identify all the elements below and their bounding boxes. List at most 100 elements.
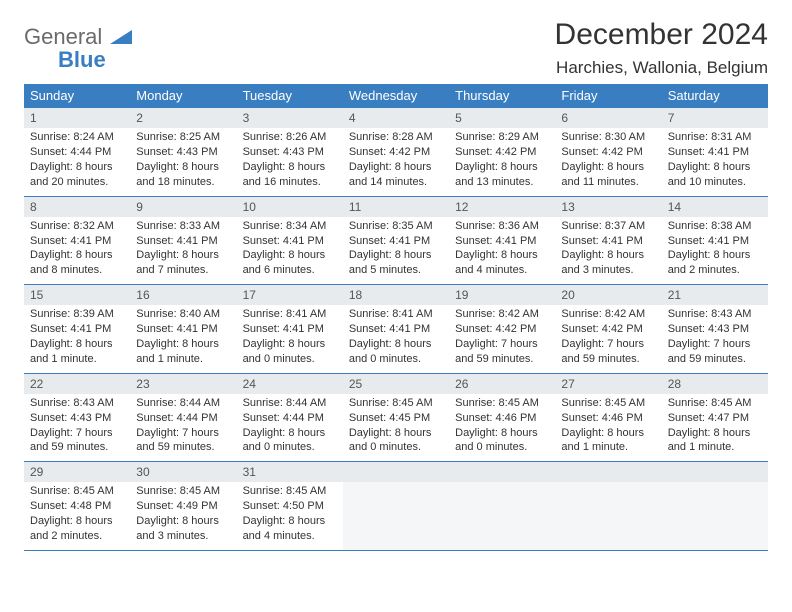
day-number-row: 15161718192021 [24,285,768,306]
brand-triangle-icon [110,24,132,49]
sunset-text: Sunset: 4:42 PM [561,145,655,160]
sunset-text: Sunset: 4:43 PM [243,145,337,160]
day-number-cell: 15 [24,285,130,306]
sunrise-text: Sunrise: 8:42 AM [455,307,549,322]
sunset-text: Sunset: 4:43 PM [30,411,124,426]
day-info-cell: Sunrise: 8:39 AMSunset: 4:41 PMDaylight:… [24,305,130,373]
daylight-text: Daylight: 7 hours and 59 minutes. [561,337,655,367]
day-info-cell: Sunrise: 8:45 AMSunset: 4:50 PMDaylight:… [237,482,343,550]
sunrise-text: Sunrise: 8:36 AM [455,219,549,234]
sunrise-text: Sunrise: 8:34 AM [243,219,337,234]
sunset-text: Sunset: 4:41 PM [243,234,337,249]
day-number-cell: 10 [237,196,343,217]
day-info-cell [343,482,449,550]
day-info-cell: Sunrise: 8:31 AMSunset: 4:41 PMDaylight:… [662,128,768,196]
day-number-cell: 31 [237,462,343,483]
day-number-row: 1234567 [24,108,768,129]
daylight-text: Daylight: 8 hours and 4 minutes. [455,248,549,278]
daylight-text: Daylight: 7 hours and 59 minutes. [136,426,230,456]
daylight-text: Daylight: 8 hours and 14 minutes. [349,160,443,190]
sunrise-text: Sunrise: 8:43 AM [668,307,762,322]
day-number-cell: 28 [662,373,768,394]
month-title: December 2024 [555,18,768,52]
day-number-cell [662,462,768,483]
daylight-text: Daylight: 8 hours and 20 minutes. [30,160,124,190]
day-number-row: 891011121314 [24,196,768,217]
day-number-cell: 2 [130,108,236,129]
day-info-cell [662,482,768,550]
daylight-text: Daylight: 8 hours and 1 minute. [668,426,762,456]
sunrise-text: Sunrise: 8:25 AM [136,130,230,145]
daylight-text: Daylight: 8 hours and 16 minutes. [243,160,337,190]
day-number-cell: 5 [449,108,555,129]
brand-text: General Blue [24,24,132,70]
daylight-text: Daylight: 8 hours and 11 minutes. [561,160,655,190]
sunrise-text: Sunrise: 8:33 AM [136,219,230,234]
sunset-text: Sunset: 4:44 PM [136,411,230,426]
day-info-row: Sunrise: 8:43 AMSunset: 4:43 PM Daylight:… [24,394,768,462]
day-info-row: Sunrise: 8:32 AMSunset: 4:41 PMDaylight:… [24,217,768,285]
day-info-cell: Sunrise: 8:28 AMSunset: 4:42 PMDaylight:… [343,128,449,196]
day-number-cell: 1 [24,108,130,129]
day-info-cell: Sunrise: 8:26 AMSunset: 4:43 PMDaylight:… [237,128,343,196]
sunrise-text: Sunrise: 8:45 AM [455,396,549,411]
day-info-cell: Sunrise: 8:45 AMSunset: 4:46 PMDaylight:… [449,394,555,462]
day-info-cell [555,482,661,550]
weekday-header-row: SundayMondayTuesdayWednesdayThursdayFrid… [24,84,768,108]
daylight-text: Daylight: 8 hours and 3 minutes. [561,248,655,278]
sunrise-text: Sunrise: 8:32 AM [30,219,124,234]
sunrise-text: Sunrise: 8:24 AM [30,130,124,145]
day-info-cell: Sunrise: 8:40 AMSunset: 4:41 PMDaylight:… [130,305,236,373]
day-number-cell [343,462,449,483]
sunset-text: Sunset: 4:42 PM [455,145,549,160]
daylight-text: Daylight: 8 hours and 0 minutes. [349,426,443,456]
page-header: General Blue December 2024 Harchies, Wal… [24,18,768,78]
weekday-header: Sunday [24,84,130,108]
day-info-cell [449,482,555,550]
calendar-body: 1234567Sunrise: 8:24 AMSunset: 4:44 PMDa… [24,108,768,551]
sunset-text: Sunset: 4:41 PM [30,322,124,337]
sunset-text: Sunset: 4:45 PM [349,411,443,426]
day-info-cell: Sunrise: 8:32 AMSunset: 4:41 PMDaylight:… [24,217,130,285]
sunrise-text: Sunrise: 8:35 AM [349,219,443,234]
sunrise-text: Sunrise: 8:44 AM [136,396,230,411]
sunrise-text: Sunrise: 8:37 AM [561,219,655,234]
day-number-cell: 18 [343,285,449,306]
day-number-cell: 22 [24,373,130,394]
day-info-cell: Sunrise: 8:42 AMSunset: 4:42 PMDaylight:… [449,305,555,373]
daylight-text: Daylight: 8 hours and 5 minutes. [349,248,443,278]
sunset-text: Sunset: 4:48 PM [30,499,124,514]
day-info-cell: Sunrise: 8:42 AMSunset: 4:42 PMDaylight:… [555,305,661,373]
day-info-cell: Sunrise: 8:43 AMSunset: 4:43 PMDaylight:… [24,394,130,462]
sunset-text: Sunset: 4:46 PM [561,411,655,426]
calendar-table: SundayMondayTuesdayWednesdayThursdayFrid… [24,84,768,551]
sunrise-text: Sunrise: 8:28 AM [349,130,443,145]
day-info-row: Sunrise: 8:39 AMSunset: 4:41 PMDaylight:… [24,305,768,373]
day-info-cell: Sunrise: 8:43 AMSunset: 4:43 PMDaylight:… [662,305,768,373]
sunrise-text: Sunrise: 8:26 AM [243,130,337,145]
day-number-cell: 26 [449,373,555,394]
day-number-cell: 7 [662,108,768,129]
day-info-cell: Sunrise: 8:41 AMSunset: 4:41 PMDaylight:… [343,305,449,373]
sunrise-text: Sunrise: 8:44 AM [243,396,337,411]
day-info-row: Sunrise: 8:24 AMSunset: 4:44 PMDaylight:… [24,128,768,196]
sunrise-text: Sunrise: 8:43 AM [30,396,124,411]
day-number-cell: 3 [237,108,343,129]
daylight-text: Daylight: 8 hours and 0 minutes. [455,426,549,456]
day-info-cell: Sunrise: 8:44 AMSunset: 4:44 PMDaylight:… [130,394,236,462]
title-block: December 2024 Harchies, Wallonia, Belgiu… [555,18,768,78]
day-number-cell: 20 [555,285,661,306]
day-info-cell: Sunrise: 8:25 AMSunset: 4:43 PMDaylight:… [130,128,236,196]
day-number-cell: 16 [130,285,236,306]
weekday-header: Friday [555,84,661,108]
daylight-text: Daylight: 8 hours and 8 minutes. [30,248,124,278]
sunset-text: Sunset: 4:41 PM [455,234,549,249]
daylight-text: Daylight: 8 hours and 0 minutes. [243,337,337,367]
brand-word1: General [24,24,102,49]
day-info-cell: Sunrise: 8:44 AMSunset: 4:44 PMDaylight:… [237,394,343,462]
sunrise-text: Sunrise: 8:45 AM [561,396,655,411]
sunset-text: Sunset: 4:41 PM [561,234,655,249]
sunset-text: Sunset: 4:41 PM [136,322,230,337]
day-number-cell: 4 [343,108,449,129]
sunrise-text: Sunrise: 8:45 AM [136,484,230,499]
